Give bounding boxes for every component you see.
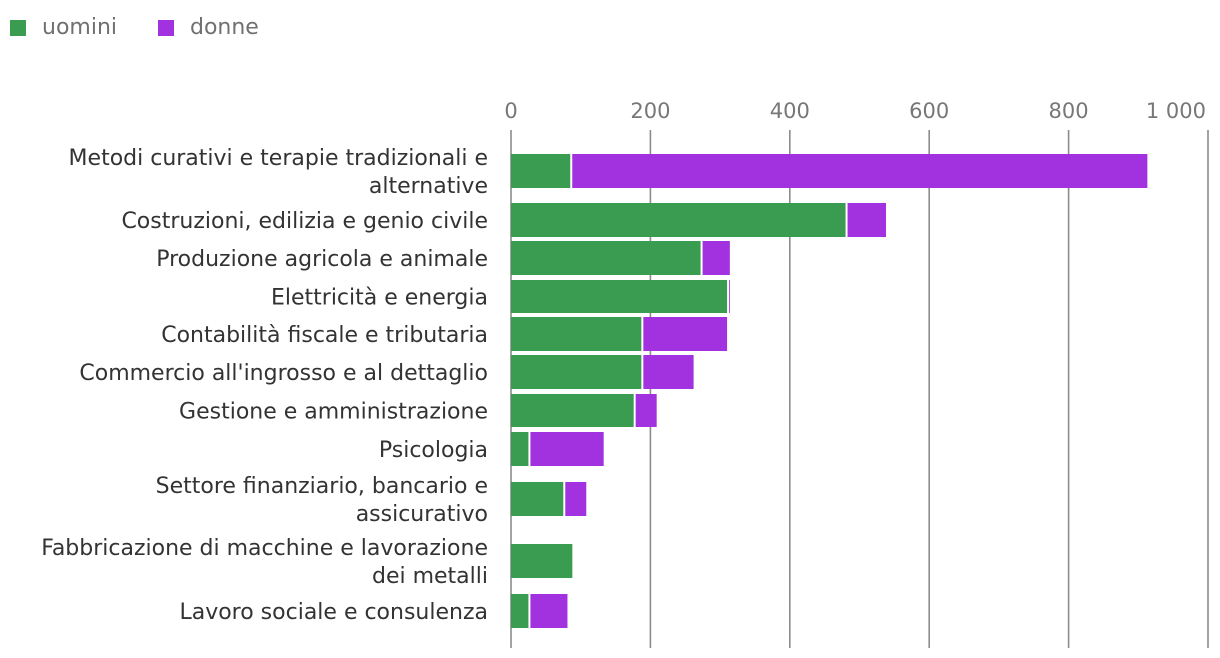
category-label-9: Fabbricazione di macchine e lavorazione d… (41, 536, 488, 589)
x-tick-label-1000: 1 000 (1146, 99, 1206, 123)
bar-donne-4 (643, 317, 728, 351)
legend-swatch-donne (158, 20, 174, 36)
bar-uomini-8 (511, 482, 564, 516)
bar-donne-3 (729, 280, 730, 313)
x-tick-label-0: 0 (504, 99, 517, 123)
legend: uomini donne (10, 15, 259, 40)
legend-swatch-uomini (10, 20, 26, 36)
bar-uomini-9 (511, 544, 573, 578)
bar-uomini-5 (511, 355, 642, 389)
bar-uomini-0 (511, 154, 571, 188)
category-label-0: Metodi curativi e terapie tradizionali e… (69, 146, 488, 199)
legend-label-donne: donne (190, 15, 259, 40)
x-tick-label-200: 200 (630, 99, 670, 123)
bar-donne-2 (702, 241, 730, 275)
bar-uomini-2 (511, 241, 701, 275)
bar-uomini-7 (511, 432, 529, 466)
category-label-1: Costruzioni, edilizia e genio civile (121, 209, 488, 234)
category-label-3: Elettricità e energia (271, 286, 488, 311)
category-label-8: Settore finanziario, bancario e assicurat… (156, 474, 488, 527)
bar-uomini-4 (511, 317, 642, 351)
bar-donne-0 (572, 154, 1148, 188)
category-label-7: Psicologia (379, 438, 488, 463)
bar-uomini-1 (511, 203, 846, 237)
bar-uomini-3 (511, 280, 728, 313)
category-label-10: Lavoro sociale e consulenza (179, 600, 488, 625)
x-tick-label-400: 400 (770, 99, 810, 123)
legend-label-uomini: uomini (42, 15, 117, 40)
x-tick-label-600: 600 (909, 99, 949, 123)
bar-donne-8 (565, 482, 587, 516)
category-label-4: Contabilità fiscale e tributaria (161, 323, 488, 348)
category-label-2: Produzione agricola e animale (156, 247, 488, 272)
bar-donne-5 (643, 355, 694, 389)
x-axis-ticks: 0 200 400 600 800 1 000 (504, 99, 1206, 123)
bar-uomini-6 (511, 394, 634, 427)
category-label-6: Gestione e amministrazione (179, 400, 488, 425)
category-label-5: Commercio all'ingrosso e al dettaglio (79, 361, 488, 386)
category-labels: Metodi curativi e terapie tradizionali e… (41, 146, 488, 625)
bar-donne-1 (847, 203, 886, 237)
bars (511, 154, 1148, 628)
bar-donne-6 (635, 394, 657, 427)
bar-uomini-10 (511, 594, 529, 628)
bar-donne-7 (530, 432, 604, 466)
x-tick-label-800: 800 (1049, 99, 1089, 123)
bar-donne-10 (530, 594, 568, 628)
